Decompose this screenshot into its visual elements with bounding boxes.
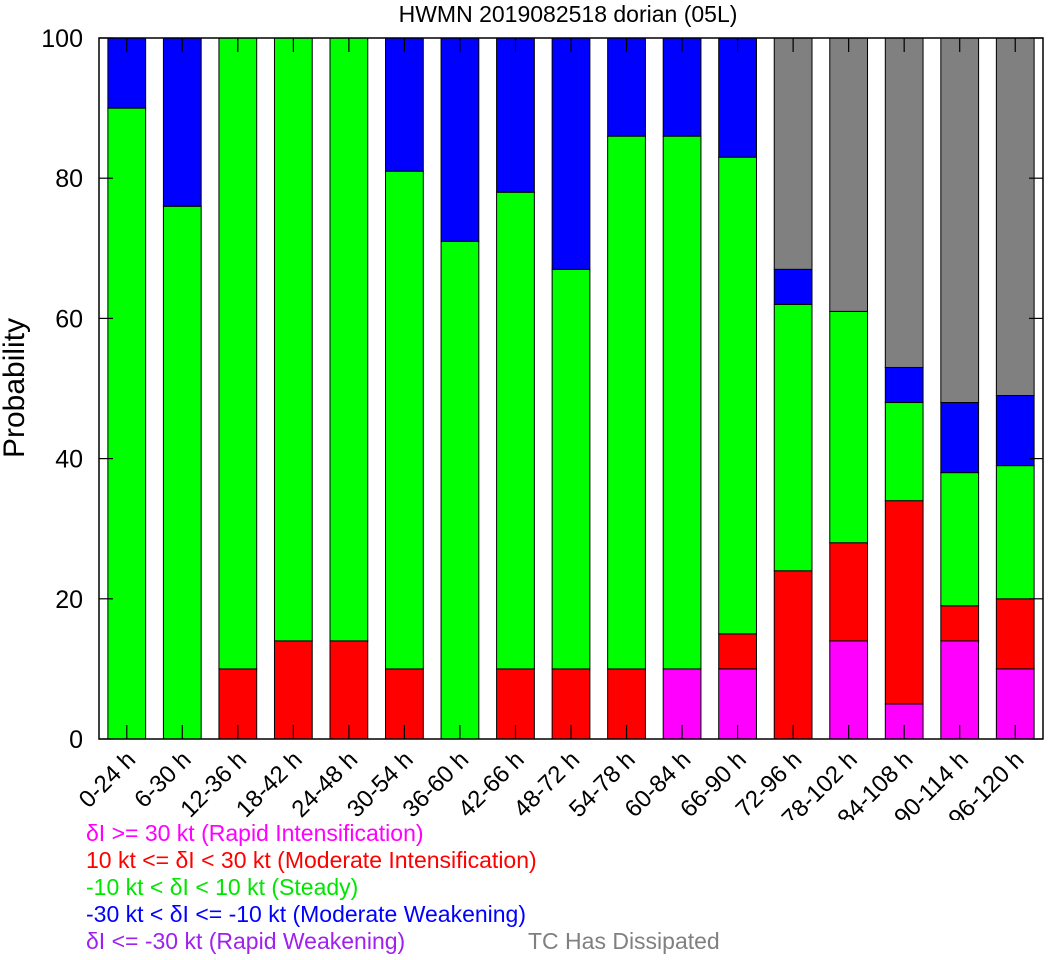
bar-segment-16-3 bbox=[995, 395, 1035, 467]
y-tick-label-5: 100 bbox=[41, 25, 83, 53]
y-tick-label-3: 60 bbox=[55, 305, 83, 333]
bar-segment-16-5 bbox=[995, 37, 1035, 397]
bar-segment-11-3 bbox=[718, 37, 757, 158]
bar-segment-3-2 bbox=[273, 37, 313, 642]
bar-segment-1-3 bbox=[162, 37, 202, 207]
bar-segment-13-5 bbox=[829, 37, 869, 312]
bar-segment-7-2 bbox=[496, 191, 535, 670]
bar-segment-15-3 bbox=[940, 402, 980, 474]
bar-segment-15-2 bbox=[940, 472, 980, 607]
bar-segment-11-2 bbox=[718, 156, 757, 635]
bar-segment-9-3 bbox=[607, 37, 646, 137]
bar-segment-6-3 bbox=[440, 37, 480, 242]
bar-segment-12-3 bbox=[773, 268, 813, 305]
bar-segment-12-2 bbox=[773, 303, 813, 572]
bar-segment-4-2 bbox=[329, 37, 369, 642]
bar-segment-14-1 bbox=[884, 500, 924, 705]
y-tick-label-1: 20 bbox=[55, 586, 83, 614]
bar-segment-16-1 bbox=[995, 598, 1035, 670]
legend-steady: -10 kt < δI < 10 kt (Steady) bbox=[86, 874, 359, 900]
bar-segment-7-3 bbox=[496, 37, 535, 193]
bar-segment-6-2 bbox=[440, 240, 480, 740]
bar-segment-5-3 bbox=[385, 37, 424, 172]
legend-rapid-weakening: δI <= -30 kt (Rapid Weakening) bbox=[86, 928, 406, 954]
y-tick-label-4: 80 bbox=[55, 165, 83, 193]
bar-segment-10-2 bbox=[662, 135, 702, 670]
bar-segment-3-1 bbox=[273, 640, 313, 740]
bar-segment-15-0 bbox=[940, 640, 980, 740]
bar-segment-2-2 bbox=[218, 37, 258, 670]
bar-segment-0-2 bbox=[107, 107, 147, 740]
legend-moderate-intensification: 10 kt <= δI < 30 kt (Moderate Intensific… bbox=[86, 847, 537, 873]
bar-segment-13-2 bbox=[829, 310, 869, 544]
y-axis-label: Probability bbox=[0, 318, 31, 458]
bar-segment-8-3 bbox=[551, 37, 591, 270]
bar-segment-15-5 bbox=[940, 37, 980, 404]
chart-title: HWMN 2019082518 dorian (05L) bbox=[399, 1, 738, 27]
y-tick-label-2: 40 bbox=[55, 446, 83, 474]
stacked-bar-chart: HWMN 2019082518 dorian (05L) Probability… bbox=[0, 1, 1044, 820]
bar-segment-14-3 bbox=[884, 366, 924, 404]
bar-segment-1-2 bbox=[162, 205, 202, 740]
bar-segment-12-5 bbox=[773, 37, 813, 270]
bar-segment-14-5 bbox=[884, 37, 924, 368]
legend-moderate-weakening: -30 kt < δI <= -10 kt (Moderate Weakenin… bbox=[86, 901, 527, 927]
legend-dissipated: TC Has Dissipated bbox=[528, 928, 720, 954]
bar-segment-5-2 bbox=[385, 170, 424, 670]
bar-segment-10-3 bbox=[662, 37, 702, 137]
bar-segment-11-1 bbox=[718, 633, 757, 670]
y-tick-label-0: 0 bbox=[69, 726, 83, 754]
bar-segment-15-1 bbox=[940, 605, 980, 642]
bar-segment-12-1 bbox=[773, 570, 813, 740]
x-tick-label-0: 0-24 h bbox=[74, 746, 141, 813]
bar-segment-8-2 bbox=[551, 268, 591, 670]
bar-segment-13-1 bbox=[829, 542, 869, 642]
bar-segment-9-2 bbox=[607, 135, 646, 670]
bar-segment-13-0 bbox=[829, 640, 869, 740]
bar-segment-16-2 bbox=[995, 465, 1035, 600]
bar-segment-14-2 bbox=[884, 402, 924, 502]
bars-layer bbox=[107, 37, 1035, 740]
bar-segment-4-1 bbox=[329, 640, 369, 740]
legend-rapid-intensification: δI >= 30 kt (Rapid Intensification) bbox=[86, 820, 424, 846]
